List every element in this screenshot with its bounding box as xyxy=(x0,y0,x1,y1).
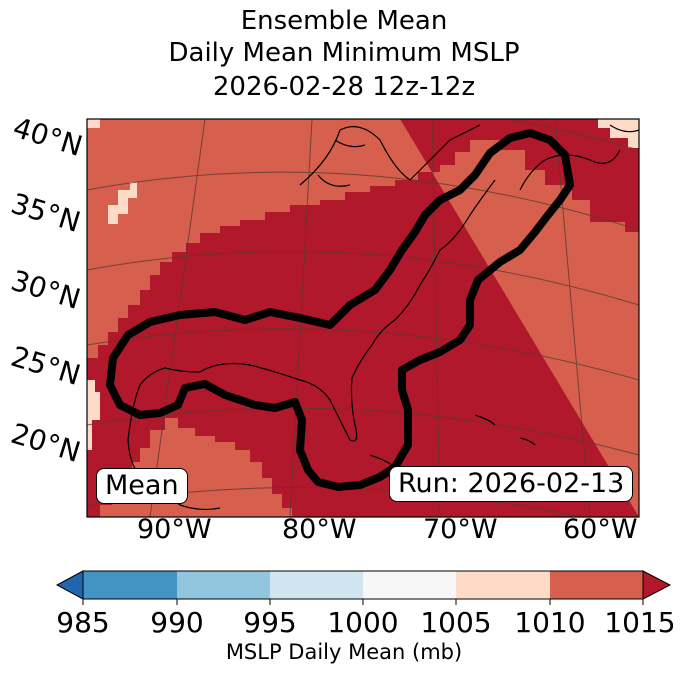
colorbar-tick-1010: 1010 xyxy=(514,606,586,639)
mslp-contour xyxy=(106,129,574,491)
colorbar-segment-985 xyxy=(83,571,177,599)
colorbar-label: MSLP Daily Mean (mb) xyxy=(225,640,463,664)
colorbar-segment-1005 xyxy=(456,571,550,599)
colorbar-segment-1010 xyxy=(550,571,643,599)
mean-label-box: Mean xyxy=(96,468,188,504)
colorbar-extend-high xyxy=(642,570,672,600)
lon-label-60: 60°W xyxy=(563,514,638,545)
run-date-box: Run: 2026-02-13 xyxy=(389,466,634,502)
colorbar-tick-985: 985 xyxy=(56,606,110,639)
map-frame xyxy=(86,118,640,518)
mslp-field-1005 xyxy=(598,119,639,148)
colorbar-segment-990 xyxy=(177,571,270,599)
mslp-field-1015 xyxy=(87,119,639,517)
colorbar-segment-1000 xyxy=(363,571,456,599)
title-line-2: Daily Mean Minimum MSLP xyxy=(168,38,520,68)
colorbar-tick-990: 990 xyxy=(150,606,204,639)
lon-label-70: 70°W xyxy=(423,514,498,545)
title-line-1: Ensemble Mean xyxy=(240,6,448,36)
colorbar-tick-1005: 1005 xyxy=(420,606,492,639)
colorbar-segment-995 xyxy=(270,571,363,599)
lon-label-90: 90°W xyxy=(137,514,212,545)
mslp-field-1005 xyxy=(87,119,100,128)
coastlines xyxy=(127,124,639,511)
colorbar-tick-995: 995 xyxy=(243,606,297,639)
mslp-field-1005 xyxy=(87,380,100,450)
title-line-3: 2026-02-28 12z-12z xyxy=(212,72,476,102)
graticule xyxy=(87,119,639,517)
mslp-field-1005 xyxy=(108,182,137,224)
colorbar-extend-low xyxy=(55,570,84,600)
lon-label-80: 80°W xyxy=(282,514,357,545)
colorbar-ticks xyxy=(82,599,644,605)
colorbar-tick-1015: 1015 xyxy=(604,606,676,639)
colorbar-tick-1000: 1000 xyxy=(327,606,399,639)
